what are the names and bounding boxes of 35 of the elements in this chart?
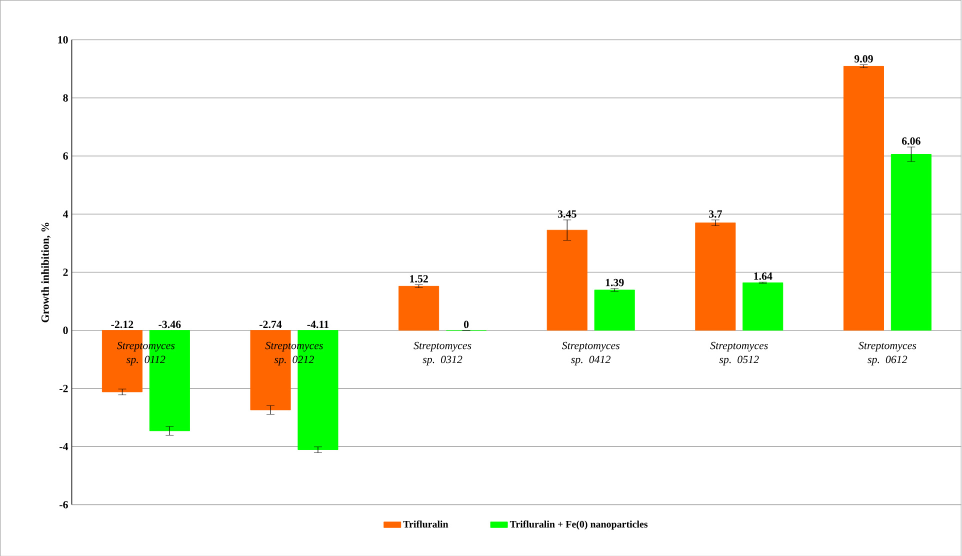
x-tick-label: Streptomyces sp. 0412 <box>562 342 620 366</box>
y-tick-label: 2 <box>63 268 68 276</box>
data-label: -3.46 <box>158 320 181 328</box>
legend-label: Trifluralin + Fe(0) nanoparticles <box>510 520 648 530</box>
y-tick-label: 4 <box>62 210 68 218</box>
x-tick-label: Streptomyces sp. 0312 <box>414 342 472 366</box>
data-label: 9.09 <box>854 54 873 62</box>
bar <box>742 282 784 330</box>
y-tick-label: -4 <box>60 442 68 450</box>
x-tick-label: Streptomyces sp. 0612 <box>858 342 916 366</box>
data-label: -4.11 <box>307 320 329 328</box>
data-label: 3.45 <box>558 210 576 218</box>
bar <box>843 66 884 330</box>
x-tick-label: Streptomyces sp. 0512 <box>710 342 768 366</box>
bar <box>695 222 736 330</box>
bar <box>546 230 588 330</box>
y-tick-label: -2 <box>60 384 68 392</box>
bar <box>890 154 932 330</box>
y-tick-label: -6 <box>60 500 68 508</box>
bar <box>594 289 635 330</box>
legend-label: Trifluralin <box>403 520 448 528</box>
data-label: 1.52 <box>410 274 428 282</box>
data-label: 6.06 <box>902 137 920 145</box>
data-label: 0 <box>464 320 469 328</box>
y-tick-label: 8 <box>63 94 68 102</box>
y-tick-label: 10 <box>58 36 68 44</box>
data-label: 3.7 <box>708 210 722 218</box>
y-axis-title: Growth inhibition, % <box>41 222 50 322</box>
data-label: 1.64 <box>754 272 772 280</box>
data-label: 1.39 <box>606 278 624 286</box>
data-label: -2.74 <box>260 320 282 328</box>
y-tick-label: 0 <box>63 326 68 334</box>
data-label: -2.12 <box>111 320 134 328</box>
y-tick-label: 6 <box>63 152 68 160</box>
bar <box>398 286 440 330</box>
